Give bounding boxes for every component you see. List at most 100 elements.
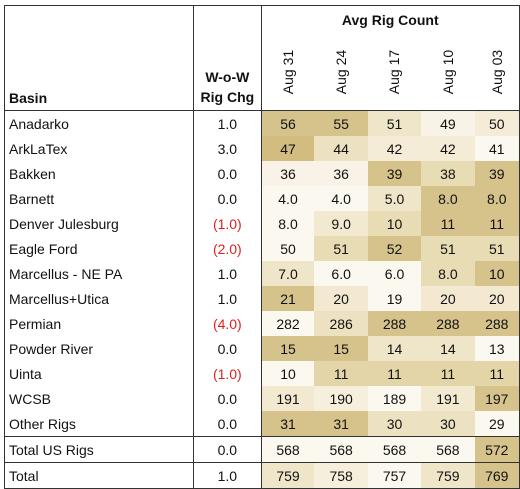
rig-count-cell: 49 xyxy=(421,110,475,136)
table-row: Marcellus+Utica 1.0 21 20 19 20 20 xyxy=(3,286,520,311)
rig-count-cell: 36 xyxy=(314,161,368,186)
date-header-aug-10: Aug 10 xyxy=(421,34,475,111)
rig-count-cell: 572 xyxy=(474,436,520,463)
rig-count-cell: 21 xyxy=(261,286,315,311)
table-row: Anadarko 1.0 56 55 51 49 50 xyxy=(3,110,520,136)
wow-column-header: W-o-W Rig Chg xyxy=(193,5,262,111)
rig-count-cell: 8.0 xyxy=(261,211,315,236)
rig-count-cell: 41 xyxy=(474,136,520,161)
rig-count-cell: 568 xyxy=(314,436,368,463)
total-rows: Total US Rigs 0.0 568 568 568 568 572 Total 1.0 7… xyxy=(3,436,520,489)
rig-count-cell: 15 xyxy=(314,336,368,361)
rig-count-cell: 288 xyxy=(367,311,422,336)
basin-name: Total xyxy=(3,462,195,489)
date-header-aug-17: Aug 17 xyxy=(367,34,422,111)
table-row: Marcellus - NE PA 1.0 7.0 6.0 6.0 8.0 10 xyxy=(3,261,520,286)
wow-change: (1.0) xyxy=(193,211,262,236)
basin-name: Powder River xyxy=(3,336,195,361)
date-header-aug-03: Aug 03 xyxy=(474,34,520,111)
basin-name: Anadarko xyxy=(3,110,195,136)
basin-name: WCSB xyxy=(3,386,195,411)
date-header-aug-31: Aug 31 xyxy=(261,34,315,111)
basin-name: Eagle Ford xyxy=(3,236,195,261)
rig-count-cell: 11 xyxy=(421,361,475,386)
wow-header-line1: W-o-W xyxy=(205,69,250,85)
rig-count-cell: 4.0 xyxy=(314,186,368,211)
date-label: Aug 10 xyxy=(439,49,456,95)
wow-change: 3.0 xyxy=(193,136,262,161)
rig-count-cell: 759 xyxy=(421,462,475,489)
rig-count-cell: 11 xyxy=(474,211,520,236)
date-header-row: Aug 31 Aug 24 Aug 17 Aug 10 Aug 03 xyxy=(5,34,520,111)
rig-count-cell: 39 xyxy=(474,161,520,186)
rig-count-cell: 288 xyxy=(421,311,475,336)
rig-count-cell: 15 xyxy=(261,336,315,361)
wow-change: 1.0 xyxy=(193,110,262,136)
table-row: ArkLaTex 3.0 47 44 42 42 41 xyxy=(3,136,520,161)
rig-count-cell: 13 xyxy=(474,336,520,361)
rig-count-cell: 769 xyxy=(474,462,520,489)
rig-count-cell: 189 xyxy=(367,386,422,411)
rig-count-cell: 31 xyxy=(314,411,368,437)
rig-count-cell: 11 xyxy=(474,361,520,386)
rig-count-table: Basin W-o-W Rig Chg Avg Rig Count Aug 31… xyxy=(3,5,520,489)
rig-count-cell: 8.0 xyxy=(474,186,520,211)
table-row: Permian (4.0) 282 286 288 288 288 xyxy=(3,311,520,336)
rig-count-cell: 44 xyxy=(314,136,368,161)
rig-count-cell: 20 xyxy=(314,286,368,311)
wow-change: (1.0) xyxy=(193,361,262,386)
rig-count-cell: 758 xyxy=(314,462,368,489)
rig-count-cell: 197 xyxy=(474,386,520,411)
rig-count-cell: 10 xyxy=(474,261,520,286)
wow-change: (4.0) xyxy=(193,311,262,336)
rig-count-cell: 30 xyxy=(367,411,422,437)
rig-count-cell: 36 xyxy=(261,161,315,186)
basin-rows: Anadarko 1.0 56 55 51 49 50 ArkLaTex 3.0 47 44 42 42… xyxy=(3,110,520,437)
table-row: Eagle Ford (2.0) 50 51 52 51 51 xyxy=(3,236,520,261)
wow-change: 1.0 xyxy=(193,462,262,489)
rig-count-cell: 10 xyxy=(261,361,315,386)
rig-count-cell: 5.0 xyxy=(367,186,422,211)
date-label: Aug 03 xyxy=(488,49,505,95)
basin-name: Marcellus - NE PA xyxy=(3,261,195,286)
rig-count-cell: 191 xyxy=(421,386,475,411)
rig-count-cell: 42 xyxy=(421,136,475,161)
rig-count-cell: 190 xyxy=(314,386,368,411)
rig-count-cell: 10 xyxy=(367,211,422,236)
rig-count-cell: 20 xyxy=(474,286,520,311)
rig-count-cell: 39 xyxy=(367,161,422,186)
rig-count-cell: 11 xyxy=(314,361,368,386)
total-row: Total 1.0 759 758 757 759 769 xyxy=(3,462,520,489)
wow-change: 0.0 xyxy=(193,186,262,211)
rig-count-cell: 757 xyxy=(367,462,422,489)
rig-count-cell: 286 xyxy=(314,311,368,336)
rig-count-cell: 52 xyxy=(367,236,422,261)
basin-name: Total US Rigs xyxy=(3,436,195,463)
rig-count-cell: 568 xyxy=(367,436,422,463)
wow-change: 0.0 xyxy=(193,161,262,186)
rig-count-cell: 11 xyxy=(367,361,422,386)
basin-name: Marcellus+Utica xyxy=(3,286,195,311)
basin-name: Other Rigs xyxy=(3,411,195,437)
rig-count-cell: 6.0 xyxy=(367,261,422,286)
basin-name: Uinta xyxy=(3,361,195,386)
basin-name: Barnett xyxy=(3,186,195,211)
rig-count-cell: 11 xyxy=(421,211,475,236)
wow-change: 1.0 xyxy=(193,286,262,311)
rig-count-cell: 9.0 xyxy=(314,211,368,236)
rig-count-cell: 14 xyxy=(367,336,422,361)
table-row: Denver Julesburg (1.0) 8.0 9.0 10 11 11 xyxy=(3,211,520,236)
rig-count-cell: 55 xyxy=(314,110,368,136)
group-header-row: Basin W-o-W Rig Chg Avg Rig Count xyxy=(3,5,520,111)
rig-count-cell: 568 xyxy=(421,436,475,463)
rig-count-cell: 50 xyxy=(474,110,520,136)
rig-count-cell: 288 xyxy=(474,311,520,336)
rig-count-cell: 51 xyxy=(474,236,520,261)
rig-count-cell: 51 xyxy=(367,110,422,136)
total-row: Total US Rigs 0.0 568 568 568 568 572 xyxy=(3,436,520,463)
table-row: Uinta (1.0) 10 11 11 11 11 xyxy=(3,361,520,386)
rig-count-cell: 568 xyxy=(261,436,315,463)
basin-name: Bakken xyxy=(3,161,195,186)
rig-count-cell: 8.0 xyxy=(421,186,475,211)
rig-count-cell: 6.0 xyxy=(314,261,368,286)
